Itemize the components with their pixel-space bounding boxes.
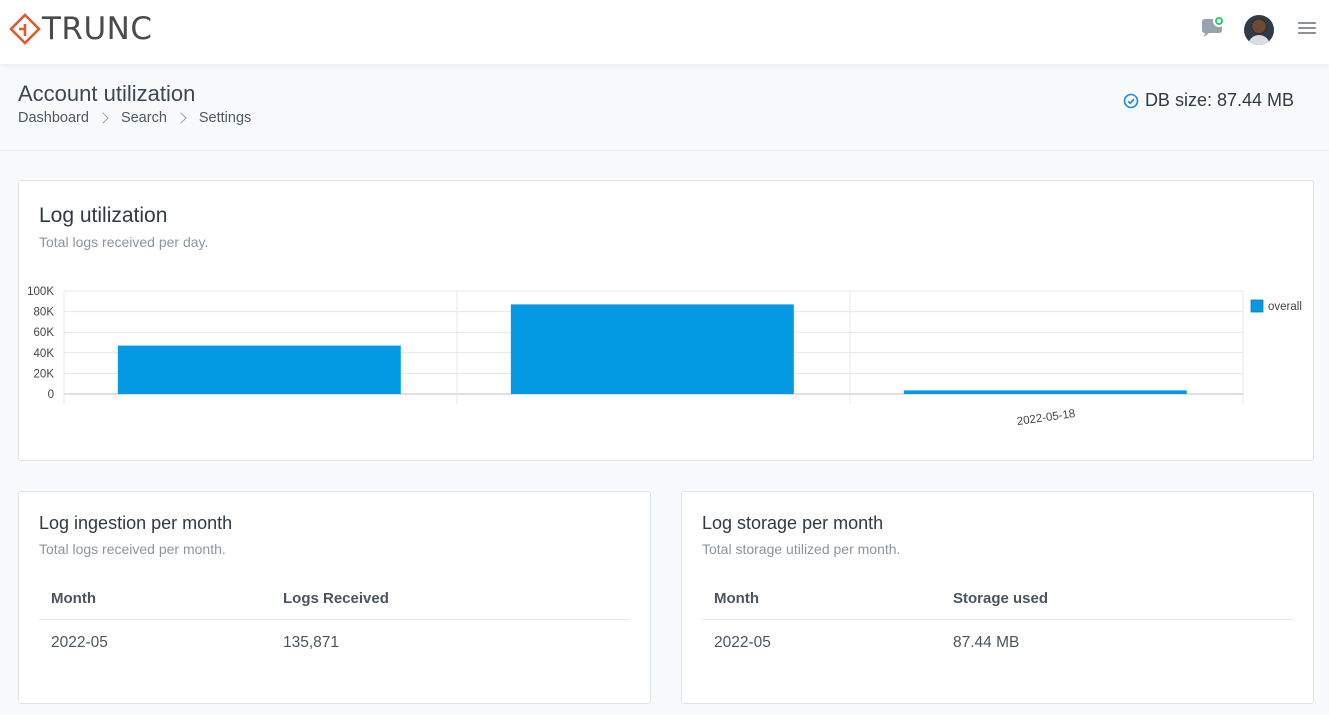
y-tick-label: 80K [34, 307, 55, 319]
log-utilization-chart: 0 20K 40K 60K 80K 100K 2022-05-18 overall [27, 286, 1302, 428]
db-size-label: DB size: 87.44 MB [1144, 90, 1294, 110]
trunc-logo[interactable]: TRUNC [8, 12, 153, 46]
table-row: 2022-05 135,871 [39, 620, 630, 664]
log-storage-subtitle: Total storage utilized per month. [702, 541, 901, 557]
log-utilization-title: Log utilization [39, 204, 168, 227]
db-size: DB size: 87.44 MB [1123, 90, 1294, 111]
y-tick-label: 0 [48, 389, 54, 401]
check-circle-icon [1123, 93, 1139, 108]
log-utilization-card: Log utilization Total logs received per … [18, 180, 1314, 461]
x-tick-label: 2022-05-18 [1016, 408, 1076, 428]
log-utilization-subtitle: Total logs received per day. [39, 234, 209, 250]
storage-table: Month Storage used 2022-05 87.44 MB [702, 576, 1293, 664]
column-header-logs-received[interactable]: Logs Received [283, 590, 389, 607]
bar [117, 345, 401, 394]
column-header-storage-used[interactable]: Storage used [953, 590, 1049, 607]
cell-storage-used: 87.44 MB [953, 634, 1020, 651]
y-tick-label: 100K [27, 286, 54, 298]
y-tick-label: 40K [34, 348, 55, 360]
cell-month: 2022-05 [51, 634, 108, 651]
legend-label-overall: overall [1268, 301, 1302, 313]
breadcrumb-search[interactable]: Search [120, 110, 167, 126]
trunc-logo-icon [9, 13, 41, 45]
table-header: Month Logs Received [39, 576, 630, 620]
log-ingestion-subtitle: Total logs received per month. [39, 541, 226, 557]
breadcrumb-settings[interactable]: Settings [198, 110, 252, 126]
breadcrumb-dashboard[interactable]: Dashboard [18, 110, 89, 126]
cell-month: 2022-05 [714, 634, 771, 651]
chevron-right-icon [97, 112, 109, 124]
hamburger-menu-icon[interactable] [1298, 22, 1316, 36]
column-header-month[interactable]: Month [714, 590, 759, 607]
column-header-month[interactable]: Month [51, 590, 96, 607]
log-ingestion-title: Log ingestion per month [39, 513, 233, 533]
page-header: Account utilization Dashboard Search Set… [0, 64, 1329, 151]
chevron-right-icon [175, 112, 187, 124]
ingestion-table: Month Logs Received 2022-05 135,871 [39, 576, 630, 664]
cell-logs-received: 135,871 [283, 634, 340, 651]
table-header: Month Storage used [702, 576, 1293, 620]
y-tick-label: 60K [34, 327, 55, 339]
page-title: Account utilization [18, 81, 196, 106]
legend-swatch [1250, 299, 1264, 313]
log-storage-title: Log storage per month [702, 513, 884, 533]
avatar-body [1248, 35, 1270, 45]
breadcrumb: Dashboard Search Settings [18, 110, 251, 126]
logo-text: TRUNC [42, 11, 153, 47]
y-tick-label: 20K [34, 368, 55, 380]
table-row: 2022-05 87.44 MB [702, 620, 1293, 664]
avatar[interactable] [1244, 15, 1274, 45]
top-bar: TRUNC [0, 0, 1329, 64]
bar [510, 304, 794, 394]
log-storage-card: Log storage per month Total storage util… [681, 491, 1314, 704]
chat-notification-icon[interactable] [1200, 14, 1228, 40]
bar [903, 390, 1187, 394]
log-ingestion-card: Log ingestion per month Total logs recei… [18, 491, 651, 704]
